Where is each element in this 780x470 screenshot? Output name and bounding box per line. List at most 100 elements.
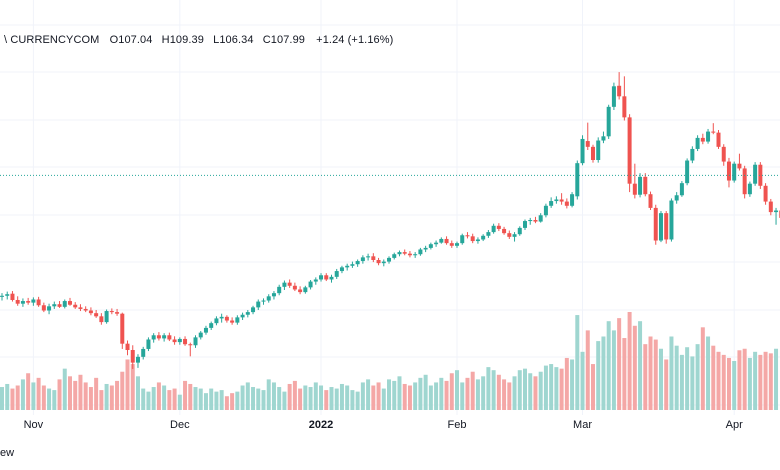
candle-body (235, 317, 240, 323)
volume-bar (486, 367, 491, 410)
volume-bar (120, 371, 125, 410)
volume-bar (193, 387, 198, 410)
candle-body (512, 234, 517, 237)
legend-low-label: L (213, 34, 220, 46)
candle-body (146, 339, 151, 349)
candle-body (460, 235, 465, 244)
volume-bars (0, 312, 779, 410)
volume-bar (271, 382, 276, 410)
legend-symbol: \ CURRENCYCOM (4, 34, 100, 46)
volume-bar (167, 390, 172, 410)
volume-bar (104, 383, 109, 410)
candle-body (203, 327, 208, 333)
volume-bar (177, 394, 182, 410)
candle-body (339, 267, 344, 272)
candle-body (10, 293, 15, 300)
candle-body (407, 253, 412, 256)
legend-change-value: +1.24 (+1.16%) (316, 34, 394, 46)
candle-body (183, 338, 188, 345)
volume-bar (732, 361, 737, 410)
legend-close-label: C (262, 34, 271, 46)
volume-bar (774, 348, 779, 410)
volume-bar (203, 393, 208, 410)
candle-body (47, 306, 52, 311)
volume-bar (564, 357, 569, 410)
candle-body (711, 131, 716, 133)
candle-body (601, 136, 606, 141)
volume-bar (763, 351, 768, 410)
volume-bar (334, 388, 339, 410)
volume-bar (88, 387, 93, 410)
candle-body (209, 323, 214, 328)
candle-body (41, 305, 46, 311)
volume-bar (747, 357, 752, 410)
candle-body (292, 285, 297, 290)
candle-body (575, 163, 580, 197)
volume-bar (67, 376, 72, 410)
volume-bar (753, 351, 758, 410)
volume-bar (690, 356, 695, 410)
candle-body (350, 264, 355, 266)
x-tick-label: Dec (170, 419, 190, 431)
volume-bar (308, 387, 313, 410)
volume-bar (245, 382, 250, 410)
candle-body (251, 307, 256, 313)
volume-bar (627, 312, 632, 410)
candle-body (632, 183, 637, 195)
volume-bar (146, 391, 151, 410)
candle-body (0, 295, 4, 297)
volume-bar (156, 382, 161, 410)
volume-bar (716, 351, 721, 410)
candle-body (611, 86, 616, 107)
candle-body (371, 256, 376, 260)
candle-body (62, 301, 67, 307)
candle-body (491, 225, 496, 233)
candles (0, 72, 780, 369)
legend-open-label: O (109, 34, 119, 46)
volume-bar (402, 383, 407, 410)
volume-bar (559, 368, 564, 410)
candle-body (162, 335, 167, 339)
volume-bar (413, 382, 418, 410)
volume-bar (47, 388, 52, 410)
volume-bar (664, 359, 669, 410)
candle-body (360, 257, 365, 262)
candle-body (115, 312, 120, 314)
candle-body (193, 337, 198, 346)
candle-body (402, 252, 407, 254)
candle-body (700, 137, 705, 142)
candle-body (523, 221, 527, 228)
volume-bar (5, 383, 10, 410)
candle-body (596, 140, 601, 160)
candle-body (570, 194, 575, 206)
candle-body (381, 261, 386, 264)
volume-bar (277, 387, 282, 410)
candle-body (67, 301, 72, 305)
candle-body (721, 146, 726, 162)
volume-bar (507, 382, 512, 410)
volume-bar (313, 382, 318, 410)
candle-body (319, 275, 324, 280)
candle-body (120, 313, 125, 344)
volume-bar (481, 376, 486, 410)
volume-bar (282, 391, 287, 410)
volume-bar (135, 376, 140, 410)
volume-bar (674, 345, 679, 410)
candle-body (470, 236, 475, 242)
candle-body (256, 301, 261, 308)
candle-body (167, 335, 172, 340)
volume-bar (10, 388, 15, 410)
candle-body (695, 137, 700, 149)
volume-bar (737, 350, 742, 410)
volume-bar (611, 330, 616, 410)
candle-body (73, 304, 78, 308)
candle-body (449, 243, 454, 246)
volume-bar (292, 380, 297, 410)
footer-label[interactable]: ew (0, 447, 15, 459)
candle-body (303, 287, 308, 293)
volume-bar (188, 383, 193, 410)
candle-body (141, 348, 146, 357)
candle-body (36, 299, 41, 306)
